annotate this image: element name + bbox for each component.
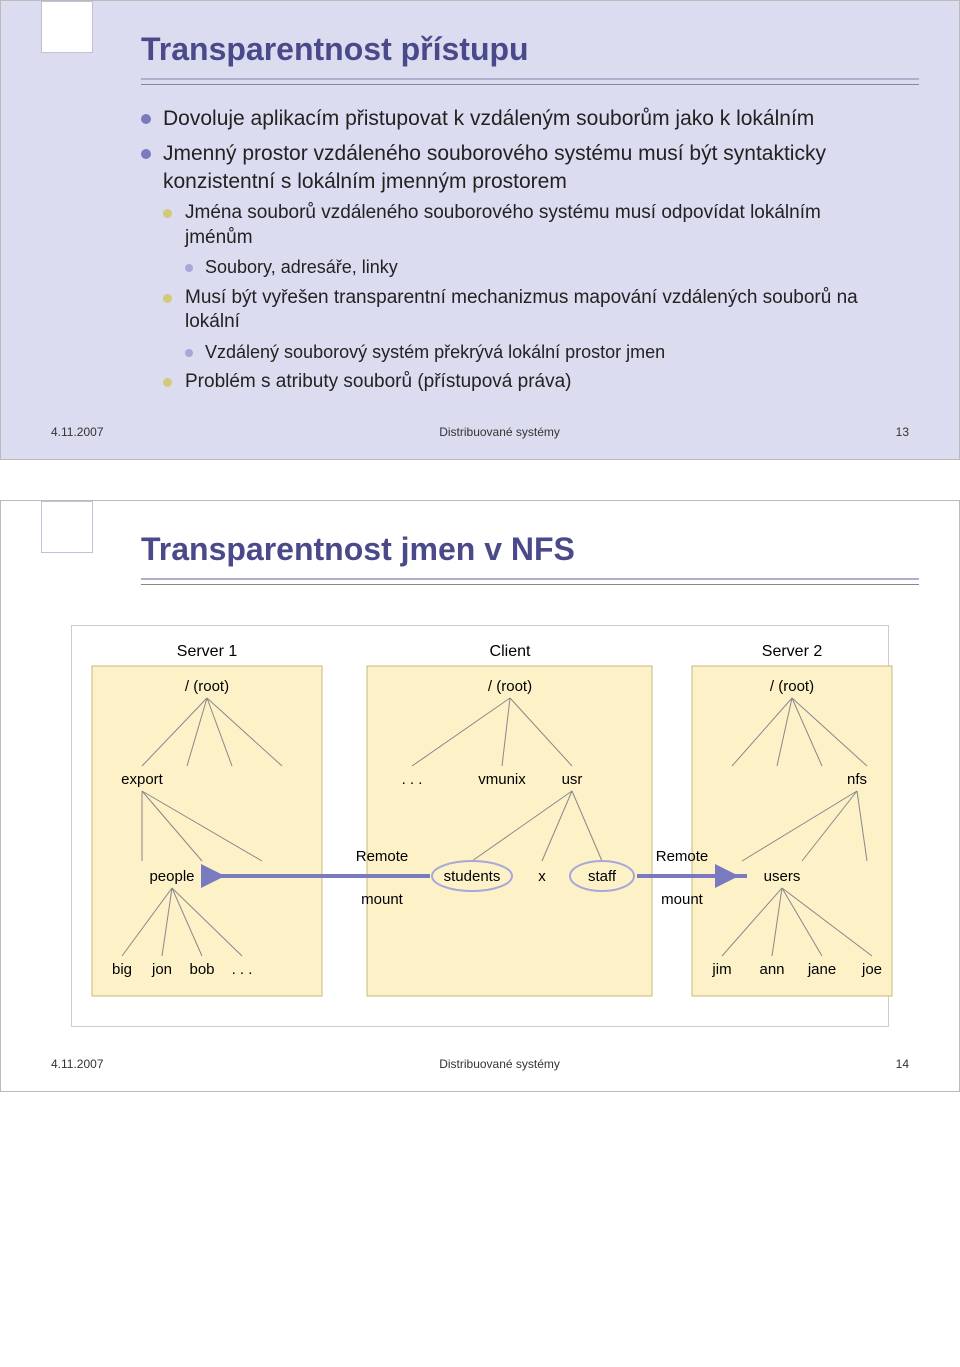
sub-bullet-item: Problém s atributy souborů (přístupová p… (163, 370, 879, 395)
svg-text:mount: mount (661, 891, 704, 908)
svg-text:people: people (149, 868, 194, 885)
svg-text:/ (root): / (root) (770, 678, 814, 695)
nfs-diagram: Server 1 Client Server 2 / (root) export… (71, 625, 889, 1027)
footer-page: 13 (896, 425, 909, 439)
footer-label: Distribuované systémy (104, 425, 896, 439)
svg-text:joe: joe (861, 961, 882, 978)
subsub-bullet-item: Soubory, adresáře, linky (185, 256, 879, 279)
footer-date: 4.11.2007 (51, 425, 104, 439)
svg-text:Remote: Remote (356, 848, 409, 865)
svg-text:vmunix: vmunix (478, 771, 526, 788)
svg-text:jon: jon (151, 961, 172, 978)
nfs-tree-svg: Server 1 Client Server 2 / (root) export… (82, 636, 902, 1016)
svg-text:students: students (444, 868, 501, 885)
svg-text:usr: usr (562, 771, 583, 788)
sub-bullet-item: Musí být vyřešen transparentní mechanizm… (163, 286, 879, 365)
svg-text:users: users (764, 868, 801, 885)
slide-footer: 4.11.2007 Distribuované systémy 14 (41, 1057, 919, 1071)
footer-label: Distribuované systémy (104, 1057, 896, 1071)
slide-13: Transparentnost přístupu Dovoluje aplika… (0, 0, 960, 460)
svg-text:jane: jane (807, 961, 836, 978)
svg-text:jim: jim (711, 961, 731, 978)
slide-footer: 4.11.2007 Distribuované systémy 13 (41, 425, 919, 439)
svg-text:. . .: . . . (402, 771, 423, 788)
svg-text:Server 1: Server 1 (177, 643, 238, 660)
bullet-list: Dovoluje aplikacím přistupovat k vzdálen… (141, 105, 879, 395)
svg-text:bob: bob (189, 961, 214, 978)
bullet-item: Dovoluje aplikacím přistupovat k vzdálen… (141, 105, 879, 132)
svg-text:nfs: nfs (847, 771, 867, 788)
svg-text:Client: Client (490, 643, 531, 660)
svg-text:x: x (538, 868, 546, 885)
svg-text:big: big (112, 961, 132, 978)
svg-text:/ (root): / (root) (488, 678, 532, 695)
footer-date: 4.11.2007 (51, 1057, 104, 1071)
svg-text:staff: staff (588, 868, 617, 885)
svg-text:export: export (121, 771, 164, 788)
svg-text:ann: ann (759, 961, 784, 978)
slide-title: Transparentnost jmen v NFS (141, 531, 919, 568)
svg-text:mount: mount (361, 891, 404, 908)
svg-text:Remote: Remote (656, 848, 709, 865)
subsub-bullet-item: Vzdálený souborový systém překrývá lokál… (185, 341, 879, 364)
slide-14: Transparentnost jmen v NFS Server 1 Clie… (0, 500, 960, 1092)
svg-text:Server 2: Server 2 (762, 643, 823, 660)
bullet-text: Musí být vyřešen transparentní mechanizm… (185, 287, 858, 333)
footer-page: 14 (896, 1057, 909, 1071)
title-underline (141, 78, 919, 85)
corner-decoration (41, 501, 93, 553)
svg-text:. . .: . . . (232, 961, 253, 978)
slide-title: Transparentnost přístupu (141, 31, 919, 68)
bullet-text: Jmenný prostor vzdáleného souborového sy… (163, 142, 826, 192)
svg-text:/ (root): / (root) (185, 678, 229, 695)
bullet-item: Jmenný prostor vzdáleného souborového sy… (141, 140, 879, 395)
title-underline (141, 578, 919, 585)
sub-bullet-item: Jména souborů vzdáleného souborového sys… (163, 201, 879, 280)
bullet-text: Jména souborů vzdáleného souborového sys… (185, 202, 821, 248)
corner-decoration (41, 1, 93, 53)
